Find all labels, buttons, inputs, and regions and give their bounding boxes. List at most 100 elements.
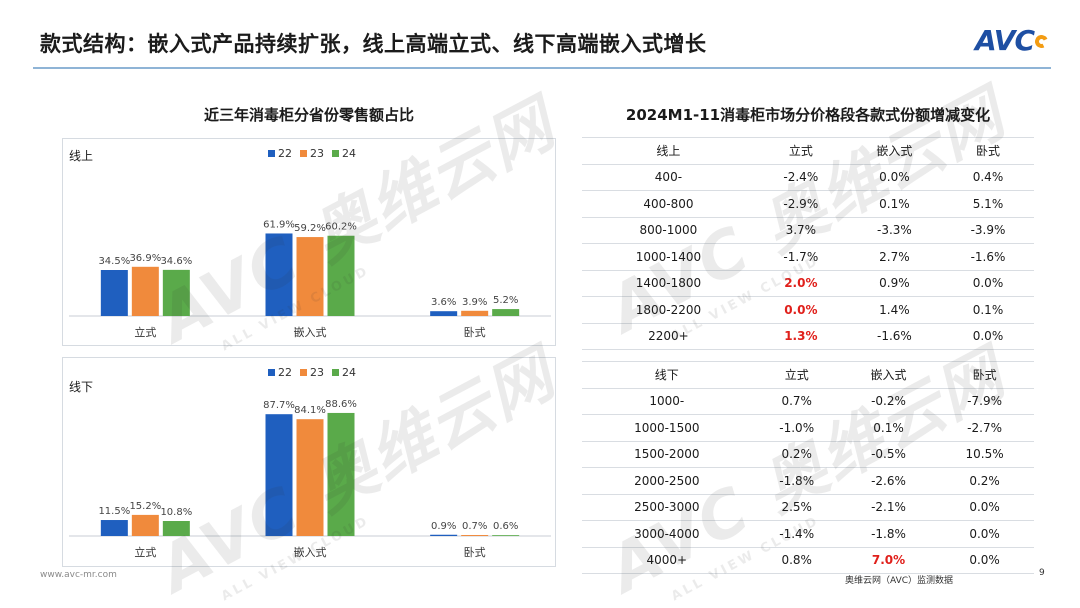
offline-share-change-table: 线下 立式 嵌入式 卧式 1000- 0.7% -0.2% -7.9% 1000-1500 -1.… bbox=[582, 361, 1034, 574]
legend-label: 22 bbox=[278, 366, 292, 379]
data-label: 11.5% bbox=[98, 506, 130, 517]
table-cell: 0.0% bbox=[754, 296, 847, 324]
table-cell: 1000- bbox=[582, 388, 752, 415]
page-number: 9 bbox=[1039, 568, 1045, 578]
table-cell: 10.5% bbox=[935, 441, 1034, 468]
table-row: 3000-4000 -1.4% -1.8% 0.0% bbox=[582, 520, 1034, 548]
table-header-row: 线下 立式 嵌入式 卧式 bbox=[582, 361, 1034, 389]
table-header-cell: 立式 bbox=[754, 137, 847, 165]
table-row: 400- -2.4% 0.0% 0.4% bbox=[582, 164, 1034, 191]
bar-24-卧式 bbox=[492, 309, 520, 316]
table-cell: -2.9% bbox=[754, 190, 847, 218]
category-label: 立式 bbox=[134, 545, 156, 559]
online-bar-chart: 34.5% 36.9% 34.6% 立式 61.9% 59.2% 60.2% 嵌入式 3.6% 3… bbox=[69, 219, 551, 339]
table-cell: -2.6% bbox=[841, 467, 936, 495]
table-cell: 0.9% bbox=[846, 270, 942, 297]
left-section-title: 近三年消毒柜分省份零售额占比 bbox=[203, 106, 414, 124]
online-chart-panel: 34.5% 36.9% 34.6% 立式 61.9% 59.2% 60.2% 嵌入式 3.6% 3… bbox=[62, 138, 556, 346]
data-label: 34.5% bbox=[98, 256, 130, 267]
table-row: 1800-2200 0.0% 1.4% 0.1% bbox=[582, 296, 1034, 324]
table-cell: 1500-2000 bbox=[582, 441, 752, 468]
table-cell: 400- bbox=[582, 164, 755, 191]
offline-panel-label: 线下 bbox=[69, 380, 94, 394]
slide-title: 款式结构：嵌入式产品持续扩张，线上高端立式、线下高端嵌入式增长 bbox=[40, 32, 707, 56]
bar-24-卧式 bbox=[492, 535, 520, 536]
data-label: 60.2% bbox=[325, 222, 357, 233]
bar-22-嵌入式 bbox=[265, 233, 293, 316]
table-cell: 7.0% bbox=[841, 547, 936, 574]
data-label: 34.6% bbox=[160, 256, 192, 267]
table-header-cell: 嵌入式 bbox=[846, 137, 942, 165]
legend-label: 22 bbox=[278, 147, 292, 160]
right-section-title: 2024M1-11消毒柜市场分价格段各款式份额增减变化 bbox=[625, 106, 991, 124]
table-row: 2500-3000 2.5% -2.1% 0.0% bbox=[582, 494, 1034, 521]
table-cell: -0.2% bbox=[841, 388, 936, 415]
table-row: 2200+ 1.3% -1.6% 0.0% bbox=[582, 323, 1034, 350]
table-header-cell: 立式 bbox=[751, 361, 842, 389]
bar-24-立式 bbox=[162, 269, 190, 316]
table-header-cell: 嵌入式 bbox=[841, 361, 936, 389]
category-label: 嵌入式 bbox=[294, 546, 327, 559]
bar-22-立式 bbox=[100, 520, 128, 536]
table-cell: 3.7% bbox=[754, 217, 847, 244]
table-header-cell: 卧式 bbox=[941, 137, 1034, 165]
table-cell: 2500-3000 bbox=[582, 494, 752, 521]
legend-swatch bbox=[268, 369, 275, 376]
table-cell: -1.4% bbox=[751, 520, 842, 548]
logo-ring-icon bbox=[1033, 33, 1050, 50]
table-cell: 0.0% bbox=[935, 520, 1034, 548]
table-cell: -2.1% bbox=[841, 494, 936, 521]
table-row: 2000-2500 -1.8% -2.6% 0.2% bbox=[582, 467, 1034, 495]
logo-text: AVC bbox=[975, 24, 1035, 57]
table-cell: 800-1000 bbox=[582, 217, 755, 244]
table-cell: 1.4% bbox=[846, 296, 942, 324]
offline-chart-panel: 11.5% 15.2% 10.8% 立式 87.7% 84.1% 88.6% 嵌入式 0.9% 0… bbox=[62, 357, 556, 567]
table-row: 4000+ 0.8% 7.0% 0.0% bbox=[582, 547, 1034, 574]
table-header-cell: 卧式 bbox=[935, 361, 1034, 389]
table-cell: 1.3% bbox=[754, 323, 847, 350]
table-cell: -1.7% bbox=[754, 243, 847, 271]
data-label: 59.2% bbox=[294, 223, 326, 234]
table-cell: 1000-1500 bbox=[582, 414, 752, 442]
footer-url: www.avc-mr.com bbox=[40, 570, 117, 580]
table-cell: -3.9% bbox=[941, 217, 1034, 244]
data-label: 3.6% bbox=[431, 297, 456, 308]
legend-item-23: 23 bbox=[300, 147, 324, 160]
table-row: 1000-1500 -1.0% 0.1% -2.7% bbox=[582, 414, 1034, 442]
bar-22-立式 bbox=[100, 270, 128, 316]
table-cell: 0.1% bbox=[841, 414, 936, 442]
online-share-change-table: 线上 立式 嵌入式 卧式 400- -2.4% 0.0% 0.4% 400-800 -2.9% 0.… bbox=[582, 137, 1034, 350]
table-row: 400-800 -2.9% 0.1% 5.1% bbox=[582, 190, 1034, 218]
bar-23-嵌入式 bbox=[296, 237, 324, 316]
table-cell: 0.0% bbox=[935, 494, 1034, 521]
table-row: 800-1000 3.7% -3.3% -3.9% bbox=[582, 217, 1034, 244]
offline-legend: 22 23 24 bbox=[268, 366, 356, 379]
bar-24-嵌入式 bbox=[327, 235, 355, 316]
table-cell: 2.0% bbox=[754, 270, 847, 297]
data-label: 0.9% bbox=[431, 521, 456, 532]
data-source-note: 奥维云网（AVC）监测数据 bbox=[845, 576, 954, 586]
bar-23-嵌入式 bbox=[296, 419, 324, 536]
offline-bar-chart: 11.5% 15.2%10.8% 立式 87.7% 84.1%88.6% 嵌入式 0.9% 0… bbox=[69, 399, 551, 559]
legend-swatch bbox=[300, 150, 307, 157]
table-cell: 2.5% bbox=[751, 494, 842, 521]
bar-22-卧式 bbox=[430, 534, 458, 536]
table-cell: 2.7% bbox=[846, 243, 942, 271]
table-cell: 1800-2200 bbox=[582, 296, 755, 324]
legend-swatch bbox=[268, 150, 275, 157]
data-label: 5.2% bbox=[493, 295, 518, 306]
legend-item-22: 22 bbox=[268, 147, 292, 160]
data-label: 3.9% bbox=[462, 297, 487, 308]
legend-swatch bbox=[300, 369, 307, 376]
table-cell: 3000-4000 bbox=[582, 520, 752, 548]
table-cell: 1400-1800 bbox=[582, 270, 755, 297]
category-label: 嵌入式 bbox=[294, 326, 327, 339]
table-cell: 1000-1400 bbox=[582, 243, 755, 271]
table-cell: -2.4% bbox=[754, 164, 847, 191]
bar-23-立式 bbox=[131, 266, 159, 316]
avc-logo: AVC bbox=[975, 24, 1050, 57]
bar-22-卧式 bbox=[430, 311, 458, 316]
category-label: 立式 bbox=[134, 325, 156, 339]
table-cell: 0.4% bbox=[941, 164, 1034, 191]
bar-22-嵌入式 bbox=[265, 414, 293, 536]
